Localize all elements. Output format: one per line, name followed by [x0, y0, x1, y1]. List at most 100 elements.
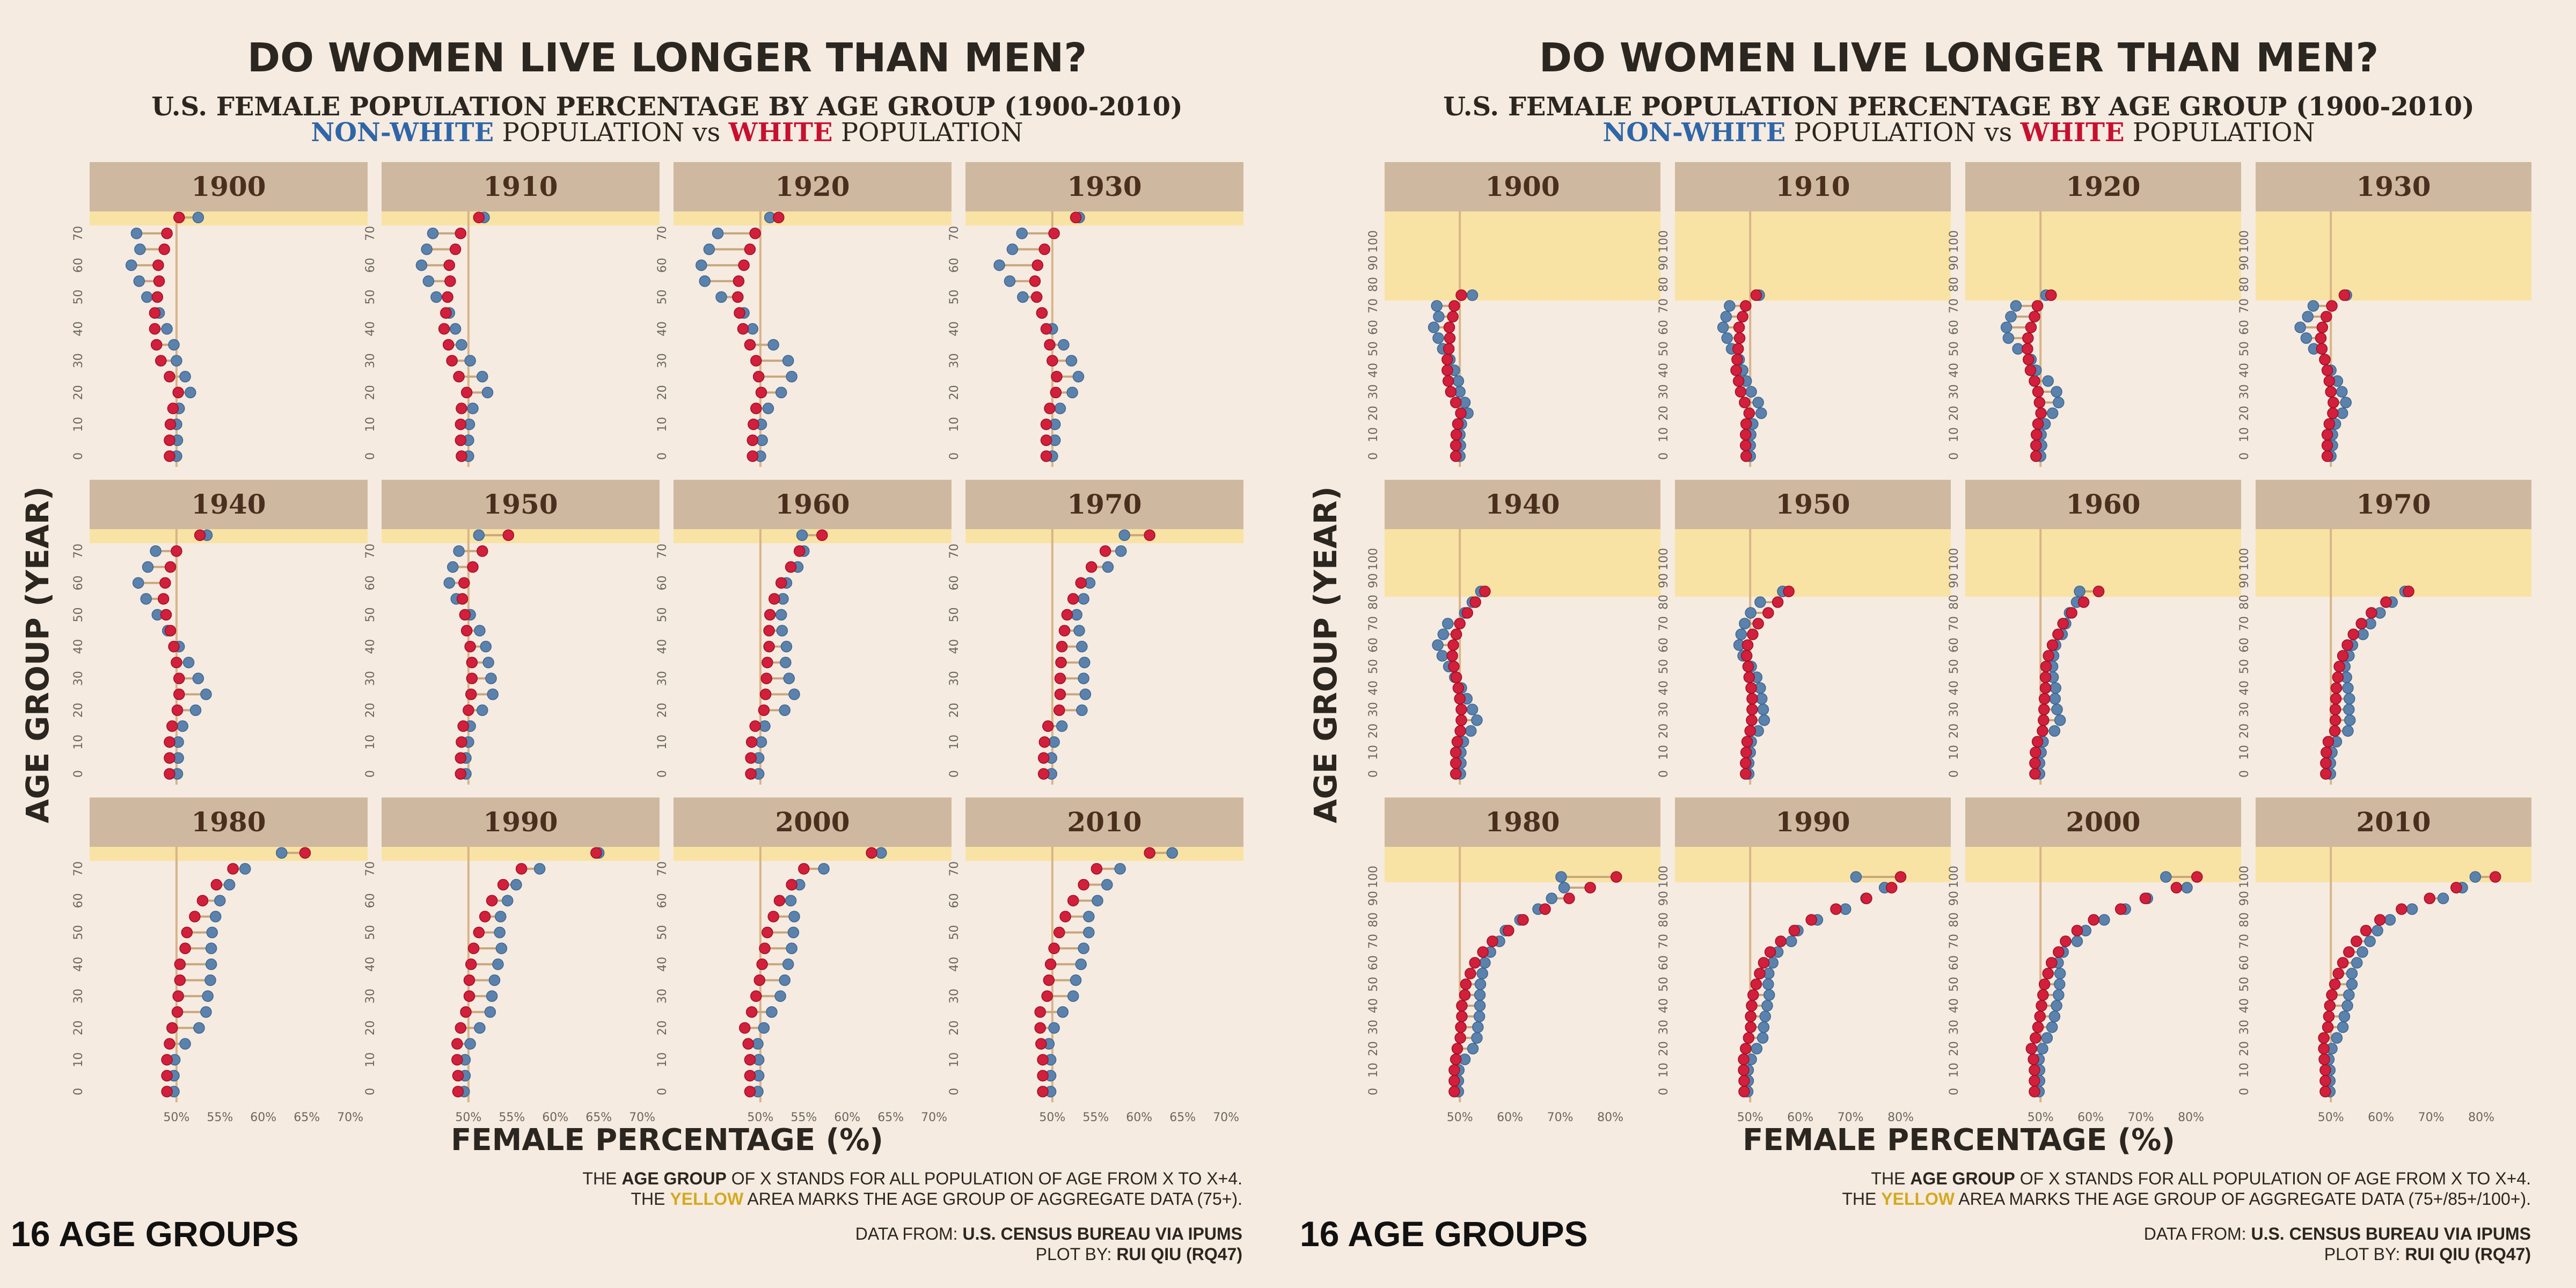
panel-2010: 2010 0 10 20 30 40 50 60 70 80 90 100 50% 60% 70% 80% [2238, 797, 2531, 1124]
point-white [2321, 311, 2332, 323]
y-tick-label: 100 [1948, 548, 1961, 570]
y-tick-label: 10 [656, 1052, 669, 1067]
y-tick-label: 20 [656, 1020, 669, 1035]
point-white [2071, 925, 2083, 936]
y-tick-label: 60 [2238, 955, 2251, 970]
point-nonwhite [1017, 291, 1029, 303]
y-tick-label: 10 [72, 1052, 85, 1067]
point-white [1744, 725, 1756, 737]
point-nonwhite [2294, 321, 2306, 333]
point-white [1738, 1086, 1750, 1097]
x-tick-label: 60% [1126, 1111, 1152, 1124]
panel-year-label: 1920 [775, 171, 850, 202]
y-tick-label: 50 [2238, 659, 2251, 674]
point-nonwhite [495, 911, 507, 923]
y-tick-label: 30 [948, 671, 961, 686]
point-white [1034, 1006, 1046, 1018]
panel-year-label: 1940 [1485, 488, 1560, 520]
point-nonwhite [2098, 914, 2110, 926]
point-nonwhite [1757, 704, 1769, 715]
point-white [164, 418, 177, 430]
y-tick-label: 90 [2238, 573, 2251, 588]
point-white [1056, 641, 1068, 653]
point-white [164, 752, 175, 764]
point-white [153, 275, 165, 287]
point-nonwhite [142, 561, 154, 573]
point-white [2319, 1075, 2331, 1087]
panel-strip [1675, 162, 1951, 211]
y-tick-label: 50 [364, 608, 377, 623]
point-nonwhite [818, 863, 830, 875]
point-white [759, 942, 771, 954]
y-tick-label: 0 [2238, 452, 2251, 460]
panel-year-label: 1930 [1067, 171, 1141, 202]
y-tick-label: 20 [948, 385, 961, 400]
point-nonwhite [2338, 1011, 2351, 1022]
point-white [793, 545, 806, 557]
point-white [164, 1038, 175, 1050]
y-tick-label: 10 [364, 1052, 377, 1067]
point-white [1741, 639, 1754, 651]
point-white [164, 371, 175, 383]
panel-year-label: 1970 [1067, 488, 1141, 520]
point-white [2324, 1000, 2336, 1012]
panel-1920: 1920 0 10 20 30 40 50 60 70 80 90 100 [1948, 162, 2241, 467]
point-white [459, 609, 471, 621]
y-tick-label: 20 [1367, 1041, 1380, 1056]
point-nonwhite [1436, 650, 1448, 662]
point-white [467, 942, 480, 954]
point-nonwhite [1473, 1011, 1485, 1022]
aggregate-band [382, 847, 660, 861]
point-white [1048, 942, 1060, 954]
y-tick-label: 80 [2238, 595, 2251, 610]
point-nonwhite [759, 720, 771, 732]
point-white [1075, 577, 1087, 589]
point-white [477, 545, 488, 557]
point-white [756, 958, 768, 970]
y-tick-label: 0 [1657, 770, 1671, 778]
point-white [2332, 671, 2344, 683]
point-white [1775, 935, 1787, 947]
y-tick-label: 30 [1367, 702, 1380, 717]
y-tick-label: 60 [1657, 955, 1671, 970]
y-tick-label: 0 [72, 1088, 85, 1095]
legend-nonwhite: NON-WHITE [311, 118, 494, 148]
point-white [2035, 407, 2047, 419]
y-tick-label: 40 [1367, 680, 1380, 696]
right-corner-label: 16 AGE GROUPS [1300, 1214, 1588, 1254]
y-tick-label: 0 [948, 770, 961, 778]
point-white [2037, 989, 2049, 1001]
point-white [466, 672, 478, 684]
y-tick-label: 80 [2238, 277, 2251, 292]
aggregate-band [1675, 847, 1951, 882]
y-tick-label: 60 [72, 893, 85, 908]
note-yellow-emphasis: YELLOW [1881, 1189, 1955, 1209]
point-nonwhite [150, 545, 162, 557]
point-white [2077, 596, 2090, 608]
panel-1900: 1900 0 10 20 30 40 50 60 70 80 90 100 [1367, 162, 1660, 467]
point-nonwhite [480, 641, 492, 653]
point-white [1050, 386, 1062, 399]
point-nonwhite [875, 847, 887, 859]
y-tick-label: 70 [2238, 616, 2251, 631]
point-white [1031, 259, 1044, 271]
y-tick-label: 70 [72, 226, 85, 241]
right-subtitle: U.S. FEMALE POPULATION PERCENTAGE BY AGE… [1443, 92, 2474, 122]
y-tick-label: 40 [1367, 363, 1380, 378]
point-white [1451, 736, 1463, 748]
point-white [764, 609, 776, 621]
point-white [179, 942, 191, 954]
point-nonwhite [2048, 1011, 2061, 1022]
point-nonwhite [1757, 1032, 1769, 1044]
x-tick-label: 65% [294, 1111, 320, 1124]
point-white [1762, 607, 1774, 619]
point-nonwhite [495, 942, 508, 954]
aggregate-band [1965, 529, 2241, 597]
point-white [174, 974, 186, 986]
y-tick-label: 10 [72, 417, 85, 432]
panel-strip [90, 162, 368, 211]
point-white [1517, 914, 1529, 926]
point-nonwhite [783, 672, 795, 684]
panel-year-label: 2000 [775, 806, 850, 838]
point-white [1054, 689, 1066, 700]
